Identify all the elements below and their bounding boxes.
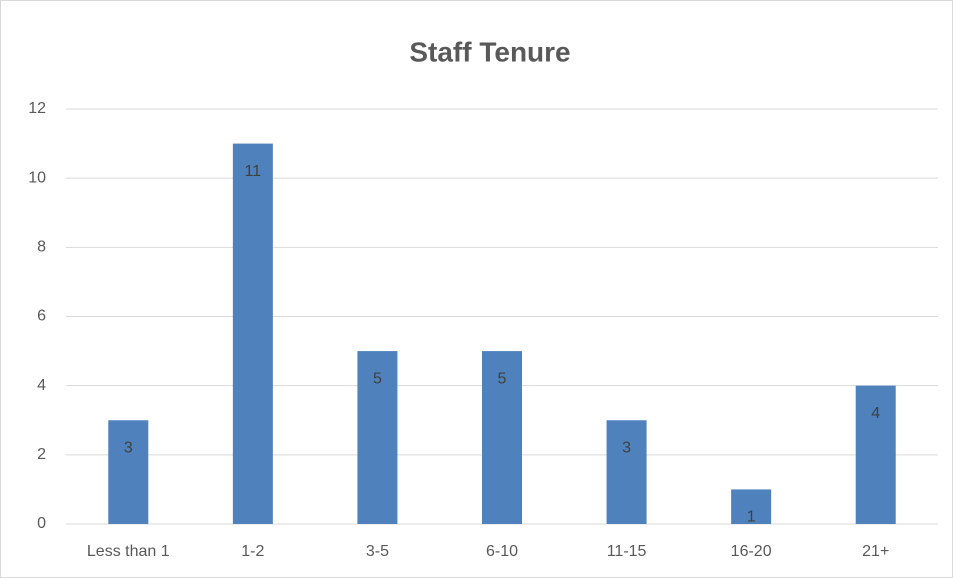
y-tick-label: 10: [28, 169, 46, 186]
y-tick-label: 8: [37, 239, 46, 256]
y-tick-label: 6: [37, 308, 46, 325]
data-label: 3: [124, 439, 133, 456]
chart-title: Staff Tenure: [409, 36, 570, 67]
data-label: 4: [871, 405, 880, 422]
x-tick-label: 3-5: [366, 543, 389, 560]
bar: [482, 351, 522, 524]
bar: [108, 420, 149, 524]
data-label: 5: [373, 370, 382, 387]
y-tick-label: 0: [37, 515, 46, 532]
y-tick-label: 2: [37, 446, 46, 463]
x-tick-label: 6-10: [486, 543, 518, 560]
x-tick-label: 21+: [862, 543, 889, 560]
y-tick-label: 12: [28, 100, 46, 117]
x-tick-label: 1-2: [241, 543, 264, 560]
bar: [232, 143, 273, 525]
x-tick-label: Less than 1: [87, 543, 170, 560]
bar: [855, 385, 896, 524]
x-tick-label: 16-20: [731, 543, 772, 560]
data-label: 1: [747, 509, 756, 526]
x-tick-label: 11-15: [607, 543, 647, 560]
bar: [357, 351, 398, 524]
data-label: 5: [498, 370, 507, 387]
bar: [606, 420, 647, 524]
bar: [731, 489, 772, 524]
data-label: 3: [622, 439, 631, 456]
data-label: 11: [245, 163, 262, 180]
y-tick-label: 4: [37, 377, 46, 394]
